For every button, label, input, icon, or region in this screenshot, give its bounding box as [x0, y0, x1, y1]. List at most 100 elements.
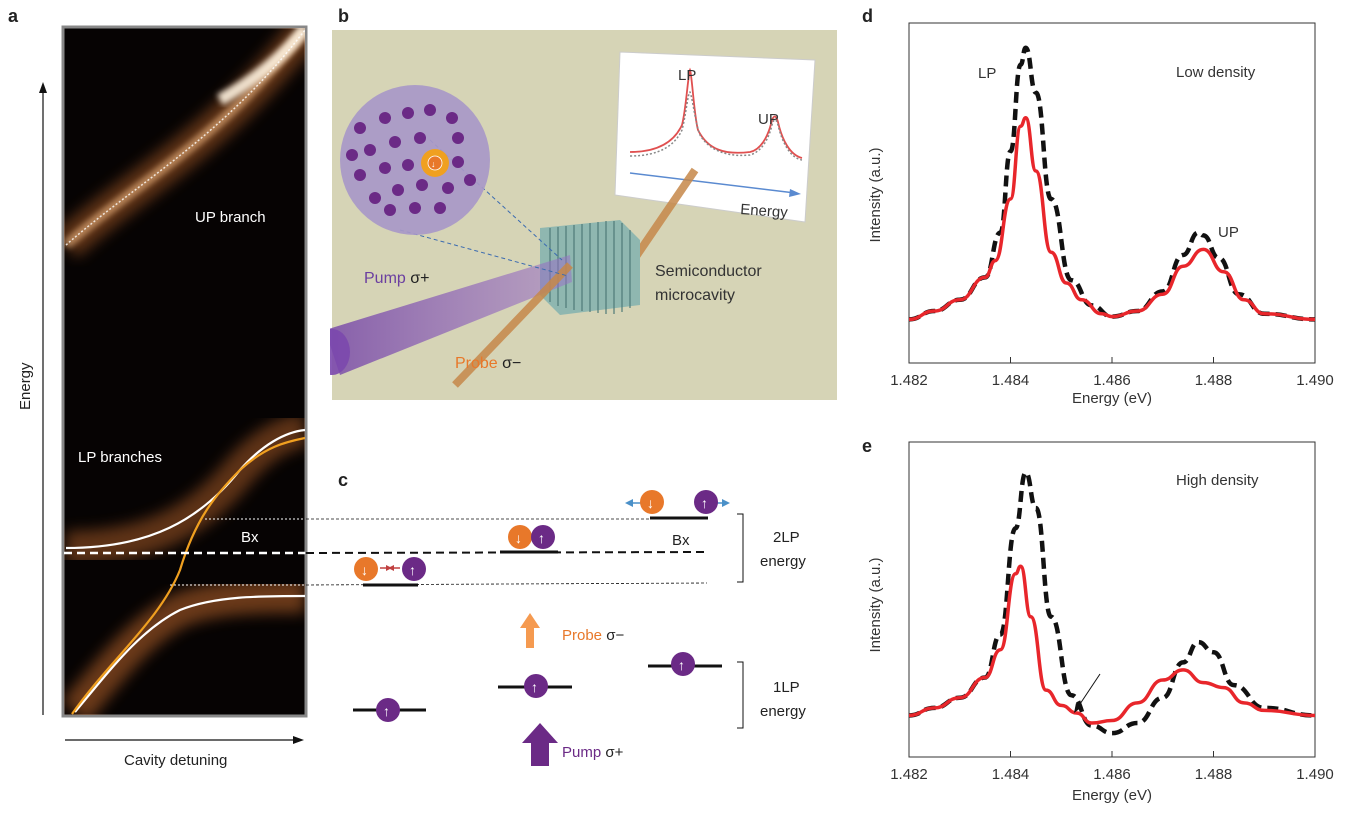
inset-energy-arrowhead	[789, 189, 801, 197]
up-branch-bright	[217, 28, 305, 106]
label-pump-c: Pump σ+	[562, 744, 624, 761]
label-energy-axis: Energy	[17, 362, 34, 410]
svg-text:↓: ↓	[361, 562, 368, 578]
label-2lp-line2: energy	[760, 553, 806, 570]
xlabel-e: Energy (eV)	[1072, 787, 1152, 804]
pump-arrow	[522, 723, 558, 766]
inset-label-energy: Energy	[740, 201, 789, 221]
panel-letter-d: d	[862, 6, 873, 26]
probe-spin-down-arrow: ↓	[431, 159, 436, 169]
svg-text:↑: ↑	[678, 657, 685, 673]
annotation-e: High density	[1176, 472, 1259, 489]
x-ticks-e: 1.482 1.484 1.486 1.488 1.490	[890, 751, 1334, 783]
pump-label: Pump σ+	[364, 270, 429, 287]
label-bx-a: Bx	[241, 529, 259, 546]
probe-polariton-dot	[427, 155, 443, 171]
polariton-dot	[379, 162, 391, 174]
polariton-dot	[464, 174, 476, 186]
lp-lower-branch	[74, 594, 305, 713]
polariton-dot	[409, 202, 421, 214]
panel-letter-c: c	[338, 470, 349, 490]
polariton-dot	[379, 112, 391, 124]
polariton-dot	[434, 202, 446, 214]
x-tick-label: 1.490	[1296, 766, 1334, 783]
svg-text:↑: ↑	[531, 679, 538, 695]
label-cavity-detuning: Cavity detuning	[124, 752, 227, 769]
xlabel-d: Energy (eV)	[1072, 390, 1152, 407]
inset-energy-axis	[629, 172, 796, 194]
panel-letter-a: a	[8, 6, 19, 26]
x-tick-label: 1.484	[992, 766, 1030, 783]
x-tick-label: 1.482	[890, 372, 928, 389]
energy-axis-arrowhead	[39, 82, 47, 93]
inset-label-up: UP	[758, 111, 779, 128]
ylabel-d: Intensity (a.u.)	[867, 147, 884, 242]
x-tick-label: 1.488	[1195, 372, 1233, 389]
polariton-dot	[402, 107, 414, 119]
pump-beam-end	[330, 329, 350, 375]
label-2lp-line1: 2LP	[773, 529, 800, 546]
device-label-line2: microcavity	[655, 287, 735, 304]
polariton-dot	[452, 156, 464, 168]
inset-spectrum-card	[614, 51, 816, 223]
series-d	[908, 45, 1316, 322]
single-polaritons: ↑ ↑ ↑	[376, 652, 695, 722]
device-label-line1: Semiconductor	[655, 263, 762, 280]
x-tick-label: 1.486	[1093, 766, 1131, 783]
chart-high-density: 1.482 1.484 1.486 1.488 1.490 Intensity (a.u…	[867, 441, 1334, 804]
x-tick-label: 1.484	[992, 372, 1030, 389]
series-dashed-black	[908, 470, 1316, 736]
crossing-arrow-head	[1074, 703, 1082, 713]
crossing-arrow-line	[1077, 673, 1101, 708]
series-dashed-black	[908, 45, 1316, 322]
pair-bottom: ↓ ↑	[354, 557, 426, 581]
chart-low-density: 1.482 1.484 1.486 1.488 1.490 Intensity (a.u…	[867, 22, 1334, 407]
label-probe-c: Probe σ−	[562, 627, 624, 644]
panel-letter-e: e	[862, 436, 873, 456]
experiment-schematic: LP UP Energy ↓ Pump σ+ Probe σ− Semicond…	[330, 30, 837, 400]
label-up-branch: UP branch	[195, 209, 266, 226]
pair-mid: ↓ ↑	[508, 525, 555, 549]
label-lp-branches: LP branches	[78, 449, 162, 466]
pair-top: ↓ ↑	[625, 490, 730, 514]
pump-beam-cone	[330, 255, 572, 375]
plot-frame-e	[908, 441, 1316, 758]
x-tick-label: 1.488	[1195, 766, 1233, 783]
svg-text:↓: ↓	[515, 530, 522, 546]
svg-text:↑: ↑	[383, 703, 390, 719]
panel-letter-b: b	[338, 6, 349, 26]
inset-red-curve	[629, 67, 803, 159]
label-up-d: UP	[1218, 224, 1239, 241]
polariton-dispersion-figure: UP branch LP branches Bx Cavity detuning…	[17, 25, 308, 769]
series-solid-red	[908, 564, 1316, 725]
series-e	[908, 470, 1316, 736]
bracket-2lp	[737, 513, 744, 583]
polariton-dot	[354, 169, 366, 181]
series-solid-red	[908, 116, 1316, 322]
polariton-dot	[442, 182, 454, 194]
polariton-dot	[346, 149, 358, 161]
detuning-axis-arrowhead	[293, 736, 304, 744]
x-tick-label: 1.486	[1093, 372, 1131, 389]
zoom-guide-bottom	[399, 229, 569, 277]
probe-beam	[452, 262, 573, 388]
annotation-d: Low density	[1176, 64, 1256, 81]
polariton-dot	[389, 136, 401, 148]
zoom-polariton-dots	[346, 104, 476, 216]
polariton-dot	[369, 192, 381, 204]
polariton-dot	[414, 132, 426, 144]
x-tick-label: 1.490	[1296, 372, 1334, 389]
ylabel-e: Intensity (a.u.)	[867, 557, 884, 652]
orange-crossing-line	[71, 436, 305, 715]
svg-text:↑: ↑	[701, 495, 708, 511]
x-tick-label: 1.482	[890, 766, 928, 783]
svg-text:↓: ↓	[647, 495, 654, 511]
polariton-dot	[354, 122, 366, 134]
polariton-dot	[392, 184, 404, 196]
polariton-dot	[402, 159, 414, 171]
svg-text:↑: ↑	[409, 562, 416, 578]
label-1lp-line1: 1LP	[773, 679, 800, 696]
energy-level-diagram: ↓ ↑ ↓ ↑ ↓ ↑ ↑ ↑ ↑ Bx 2LP energy 1LP ener…	[305, 490, 806, 766]
inset-label-lp: LP	[678, 67, 696, 84]
polariton-dot	[424, 104, 436, 116]
